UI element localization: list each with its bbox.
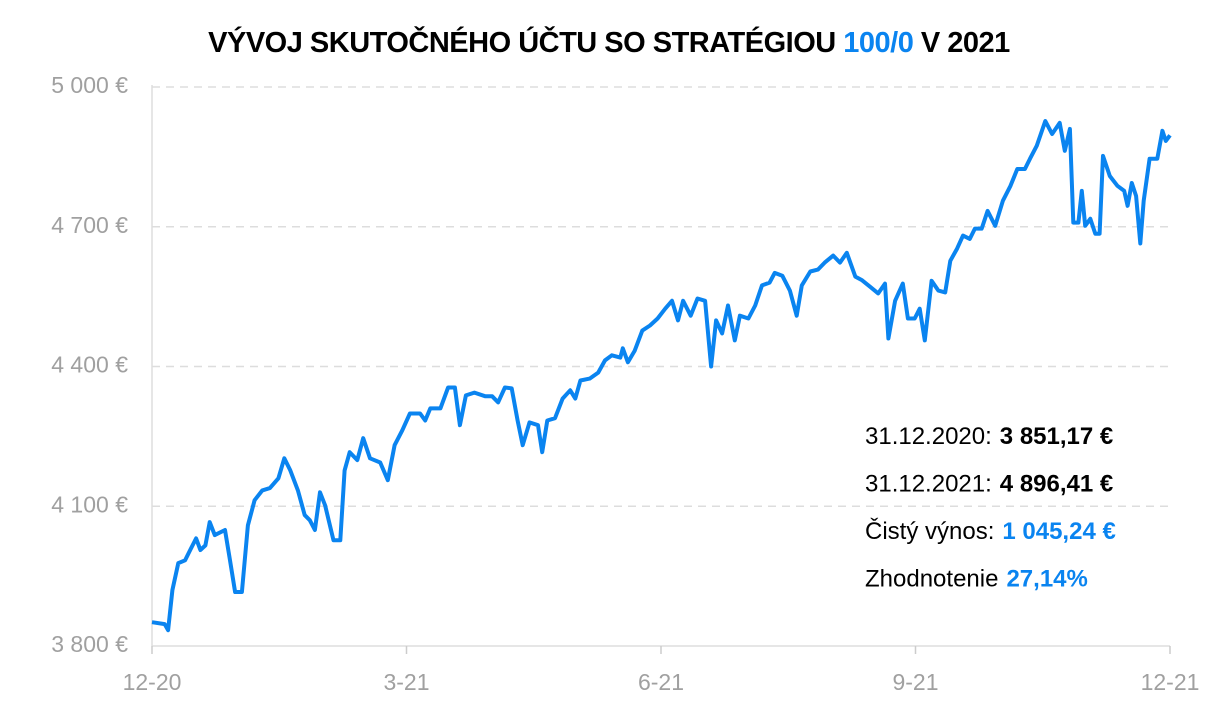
annotation-value: 1 045,24 € [1002, 518, 1115, 545]
annotation-label: 31.12.2020: [865, 423, 992, 450]
y-tick-label: 4 100 € [51, 491, 128, 517]
y-tick-label: 3 800 € [51, 631, 128, 657]
y-tick-label: 5 000 € [51, 72, 128, 98]
x-tick-label: 6-21 [638, 669, 684, 695]
title-part: VÝVOJ SKUTOČNÉHO ÚČTU SO STRATÉGIOU [208, 25, 843, 59]
line-series [151, 119, 1172, 633]
annotation-label: Čistý výnos: [865, 517, 994, 545]
x-tick-label: 12-20 [123, 669, 182, 695]
chart-title: VÝVOJ SKUTOČNÉHO ÚČTU SO STRATÉGIOU 100/… [208, 25, 1010, 59]
annotation-label: 31.12.2021: [865, 471, 992, 498]
y-tick-label: 4 400 € [51, 352, 128, 378]
title-part: V 2021 [913, 27, 1010, 59]
title-part: 100/0 [843, 27, 913, 59]
x-tick-label: 12-21 [1141, 669, 1200, 695]
x-tick-label: 3-21 [383, 669, 429, 695]
y-tick-label: 4 700 € [51, 212, 128, 238]
annotation: Čistý výnos: 1 045,24 € [865, 517, 1116, 545]
annotation-label: Zhodnotenie [865, 566, 998, 593]
x-tick-label: 9-21 [892, 669, 938, 695]
annotation: 31.12.2020: 3 851,17 € [865, 423, 1113, 450]
annotation-value: 4 896,41 € [1000, 471, 1113, 498]
annotation-value: 3 851,17 € [1000, 423, 1113, 450]
annotation-value: 27,14% [1006, 566, 1087, 593]
annotation: Zhodnotenie 27,14% [865, 566, 1088, 593]
annotation: 31.12.2021: 4 896,41 € [865, 471, 1113, 498]
